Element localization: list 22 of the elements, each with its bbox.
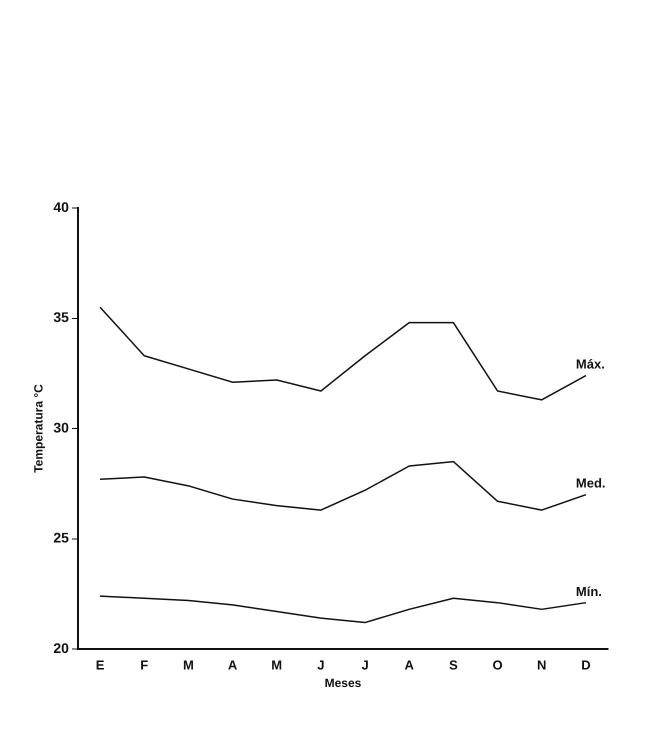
y-axis-title: Temperatura °C: [32, 384, 46, 473]
x-tick-label: A: [228, 657, 238, 672]
x-tick-label: F: [140, 657, 148, 672]
series-label: Med.: [576, 476, 606, 491]
series-label: Máx.: [576, 356, 605, 372]
x-axis-title: Meses: [324, 676, 362, 690]
x-tick-label: N: [537, 657, 546, 672]
x-tick-label: A: [404, 657, 415, 672]
y-tick-label: 30: [53, 419, 70, 436]
y-tick-label: 35: [53, 309, 70, 326]
x-tick-label: M: [271, 657, 282, 672]
y-tick-label: 20: [53, 640, 70, 656]
x-tick-label: M: [182, 657, 194, 672]
x-tick-label: O: [492, 657, 503, 672]
y-tick-label: 40: [53, 198, 70, 215]
x-tick-label: D: [581, 657, 591, 672]
x-tick-label: J: [317, 657, 325, 672]
x-tick-label: J: [361, 657, 369, 672]
y-tick-label: 25: [53, 530, 70, 546]
series-label: Mín.: [576, 584, 602, 599]
x-tick-label: S: [449, 657, 458, 672]
x-tick-label: E: [96, 657, 105, 672]
